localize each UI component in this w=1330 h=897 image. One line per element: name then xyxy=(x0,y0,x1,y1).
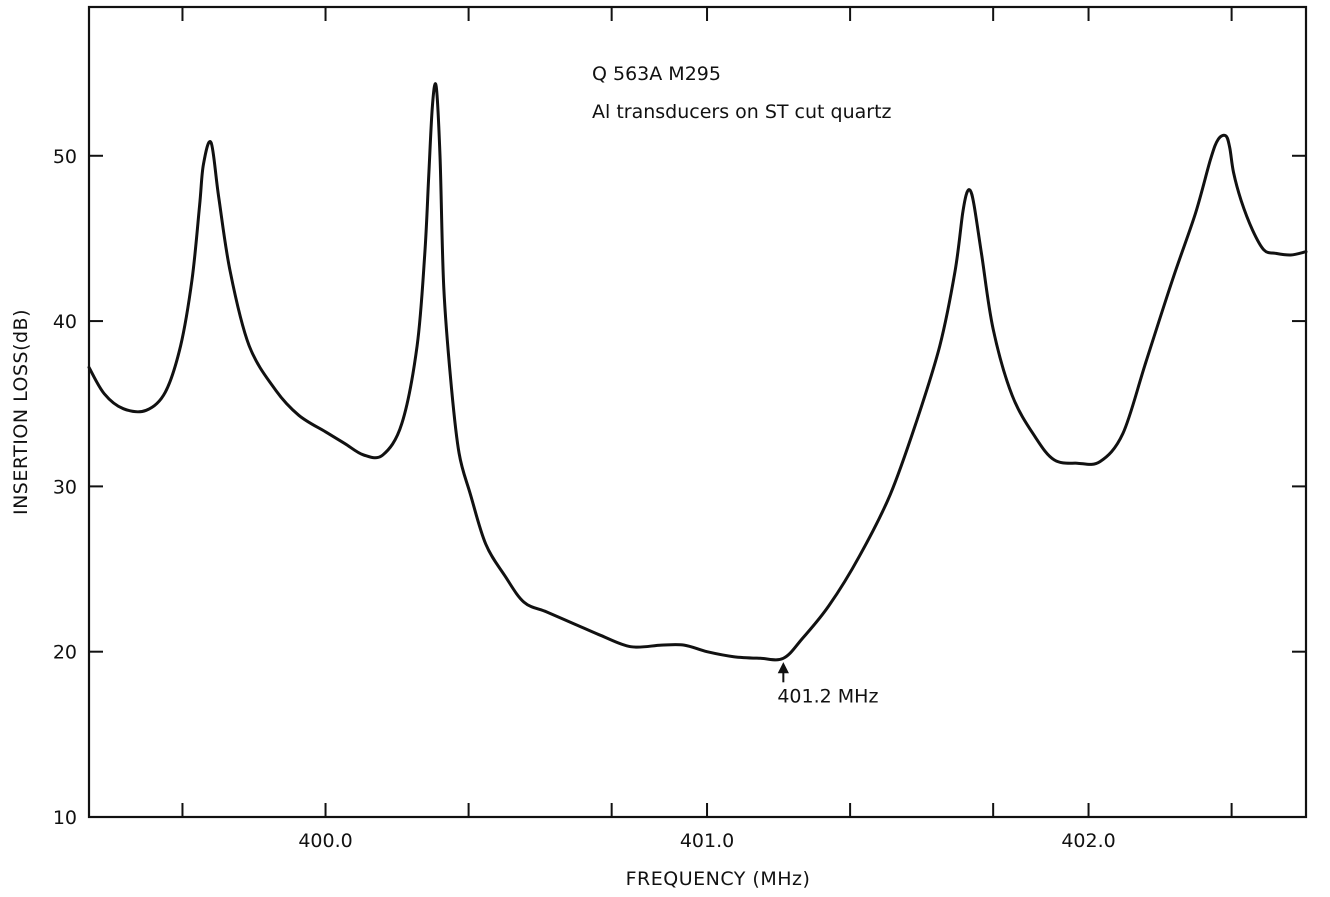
y-tick-label: 10 xyxy=(53,807,77,829)
min-frequency-marker: 401.2 MHz xyxy=(777,662,878,707)
marker-arrow-head xyxy=(777,662,789,674)
y-tick-label: 50 xyxy=(53,146,77,168)
x-tick-label: 400.0 xyxy=(298,830,352,852)
annotation-min-frequency: 401.2 MHz xyxy=(777,685,878,707)
y-tick-label: 40 xyxy=(53,311,77,333)
x-axis-tick-labels: 400.0 401.0 402.0 xyxy=(298,830,1115,852)
plot-frame xyxy=(87,5,1308,819)
y-axis-ticks xyxy=(89,154,1306,818)
x-axis-title: FREQUENCY (MHz) xyxy=(626,868,811,890)
x-tick-label: 402.0 xyxy=(1061,830,1115,852)
x-tick-label: 401.0 xyxy=(680,830,734,852)
annotation-description: Al transducers on ST cut quartz xyxy=(592,101,892,123)
y-tick-label: 30 xyxy=(53,476,77,498)
y-axis-tick-labels: 10 20 30 40 50 xyxy=(53,146,77,829)
y-tick-label: 20 xyxy=(53,642,77,664)
x-axis-ticks xyxy=(181,7,1233,817)
y-axis-title: INSERTION LOSS(dB) xyxy=(10,309,32,515)
insertion-loss-curve xyxy=(87,82,1308,662)
annotation-sample-id: Q 563A M295 xyxy=(592,63,721,85)
